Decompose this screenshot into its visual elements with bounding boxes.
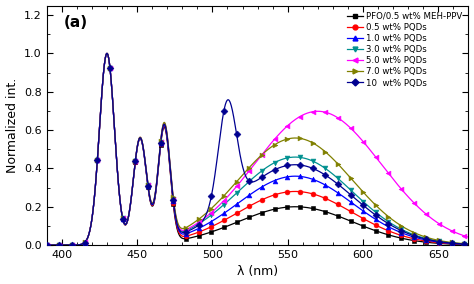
Legend: PFO/0.5 wt% MEH-PPV, 0.5 wt% PQDs, 1.0 wt% PQDs, 3.0 wt% PQDs, 5.0 wt% PQDs, 7.0: PFO/0.5 wt% MEH-PPV, 0.5 wt% PQDs, 1.0 w… — [346, 10, 464, 89]
Text: (a): (a) — [64, 15, 88, 30]
Y-axis label: Normalized int.: Normalized int. — [6, 78, 18, 173]
X-axis label: λ (nm): λ (nm) — [237, 266, 278, 278]
